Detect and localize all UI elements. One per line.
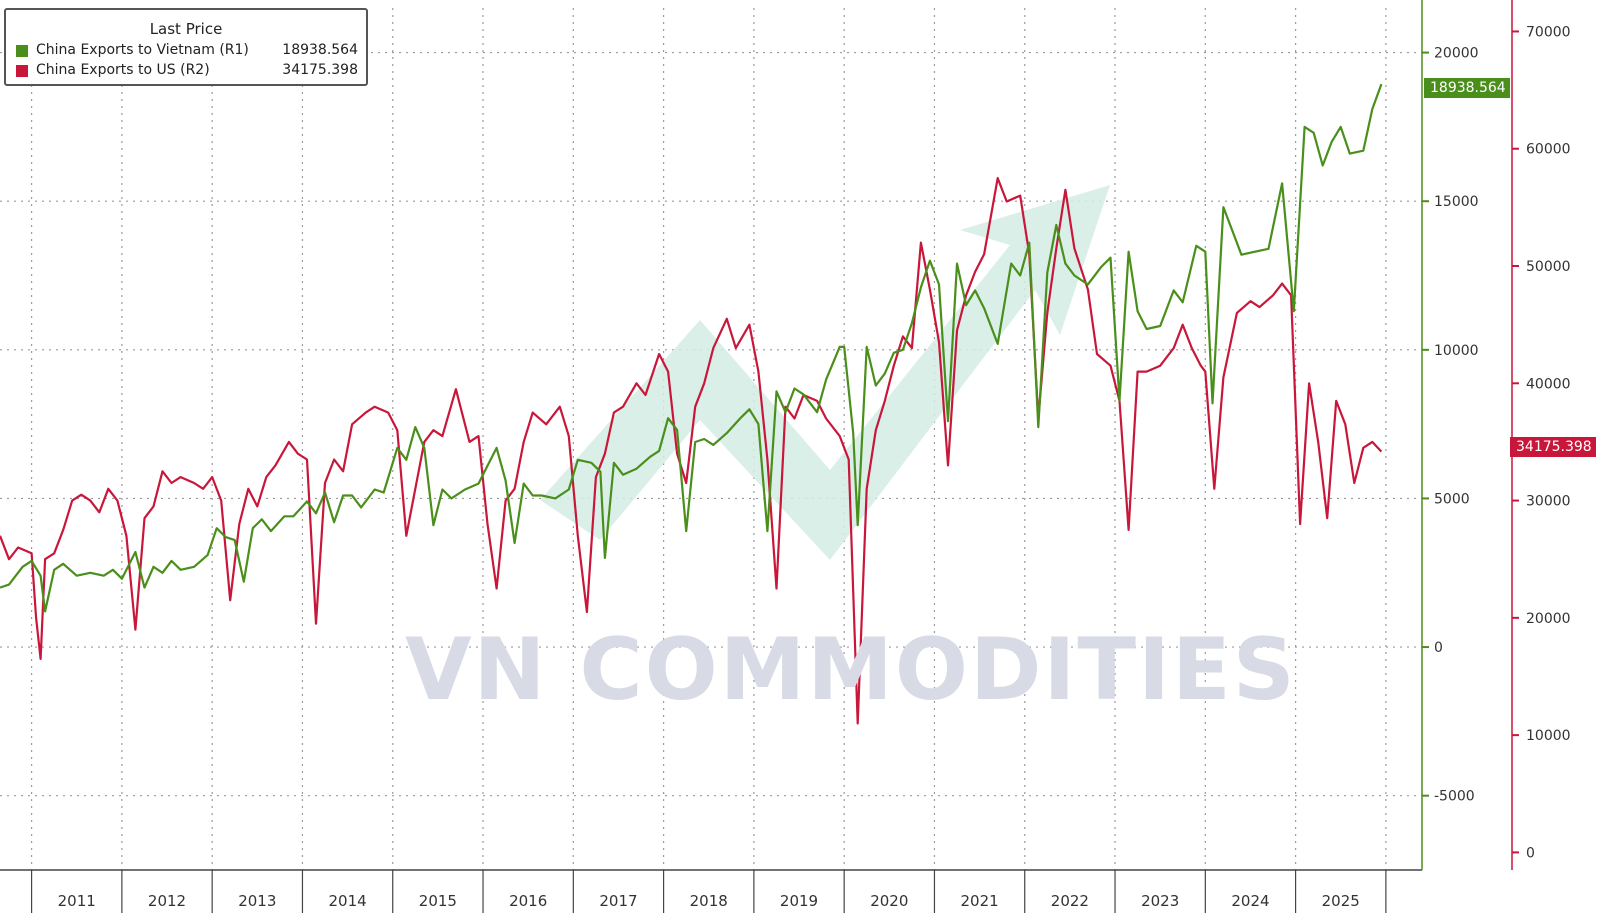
last-value-tag-vietnam: 18938.564 xyxy=(1424,78,1510,98)
r2-tick-label: 0 xyxy=(1526,845,1535,861)
x-tick-label: 2023 xyxy=(1141,892,1179,910)
last-value-tag-us: 34175.398 xyxy=(1510,437,1596,457)
r2-tick-label: 50000 xyxy=(1526,259,1571,275)
r1-tick-label: 10000 xyxy=(1434,343,1479,359)
x-tick-label: 2014 xyxy=(329,892,367,910)
x-tick-label: 2017 xyxy=(599,892,637,910)
x-tick-label: 2013 xyxy=(238,892,276,910)
x-tick-label: 2019 xyxy=(780,892,818,910)
legend-title: Last Price xyxy=(149,20,223,38)
r2-tick-label: 70000 xyxy=(1526,24,1571,40)
r1-tick-label: 5000 xyxy=(1434,491,1470,507)
r2-tick-label: 20000 xyxy=(1526,611,1571,627)
r1-tick-label: 0 xyxy=(1434,640,1443,656)
x-tick-label: 2018 xyxy=(690,892,728,910)
x-tick-label: 2011 xyxy=(58,892,96,910)
legend-label-vietnam: China Exports to Vietnam (R1) xyxy=(36,42,249,58)
x-tick-label: 2021 xyxy=(961,892,999,910)
grid xyxy=(0,8,1422,870)
legend: Last Price China Exports to Vietnam (R1)… xyxy=(4,8,368,86)
x-tick-label: 2016 xyxy=(509,892,547,910)
legend-entry-us: China Exports to US (R2) 34175.398 xyxy=(16,62,366,80)
x-tick-label: 2022 xyxy=(1051,892,1089,910)
r2-tick-label: 30000 xyxy=(1526,494,1571,510)
series-line-vietnam xyxy=(0,83,1383,613)
watermark: VN COMMODITIES xyxy=(405,620,1297,720)
r2-tick-label: 60000 xyxy=(1526,142,1571,158)
legend-label-us: China Exports to US (R2) xyxy=(36,62,210,78)
r2-tick-label: 40000 xyxy=(1526,376,1571,392)
r1-tick-label: 15000 xyxy=(1434,194,1479,210)
x-tick-label: 2015 xyxy=(419,892,457,910)
r1-tick-label: -5000 xyxy=(1434,789,1475,805)
legend-value-us: 34175.398 xyxy=(282,62,358,78)
x-tick-label: 2020 xyxy=(870,892,908,910)
legend-swatch-us xyxy=(16,65,28,77)
x-tick-label: 2024 xyxy=(1231,892,1269,910)
series-layer xyxy=(0,83,1383,725)
legend-swatch-vietnam xyxy=(16,45,28,57)
x-tick-label: 2025 xyxy=(1322,892,1360,910)
x-tick-label: 2012 xyxy=(148,892,186,910)
r2-tick-label: 10000 xyxy=(1526,728,1571,744)
legend-value-vietnam: 18938.564 xyxy=(282,42,358,58)
legend-entry-vietnam: China Exports to Vietnam (R1) 18938.564 xyxy=(16,42,366,60)
r1-tick-label: 20000 xyxy=(1434,46,1479,62)
